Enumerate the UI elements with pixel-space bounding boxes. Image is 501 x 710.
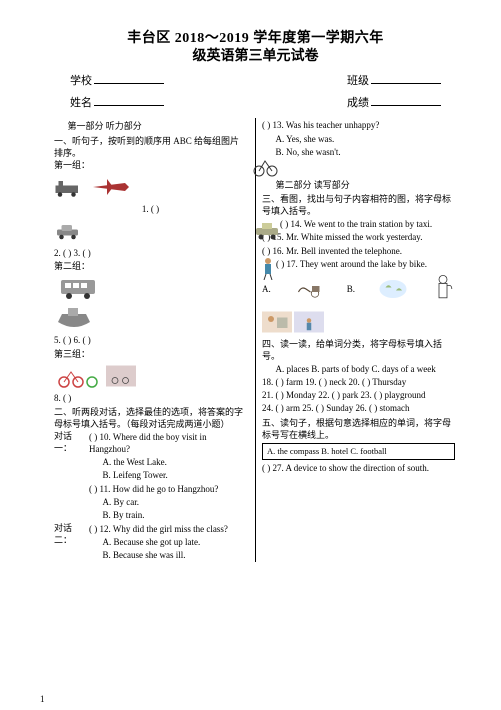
q13b: B. No, she wasn't. — [262, 146, 455, 158]
taxi-icon — [254, 220, 282, 240]
page-number: 1 — [40, 694, 45, 704]
horse-cart-icon — [294, 275, 324, 303]
lake-icon — [378, 275, 408, 303]
q10a: A. the West Lake. — [89, 456, 247, 468]
school-label: 学校 — [70, 75, 92, 87]
q11b: B. By train. — [89, 509, 247, 521]
car-icon — [54, 217, 84, 245]
g1-q1: 1. ( ) — [54, 203, 247, 215]
q17: ( ) 17. They went around the lake by bik… — [262, 258, 455, 270]
line18-20: 18. ( ) farm 19. ( ) neck 20. ( ) Thursd… — [262, 376, 455, 388]
bike-scene-icon — [106, 362, 136, 390]
q12b: B. Because she was ill. — [89, 549, 247, 561]
class-label: 班级 — [347, 75, 369, 87]
dialog1-label: 对话一： — [54, 430, 89, 522]
info-row-2: 姓名 成绩 — [70, 94, 441, 110]
score-blank[interactable] — [371, 105, 441, 106]
class-blank[interactable] — [371, 83, 441, 84]
part2-title: 第二部分 读写部分 — [262, 179, 455, 191]
line21-23: 21. ( ) Monday 22. ( ) park 23. ( ) play… — [262, 389, 455, 401]
ship-icon — [54, 304, 94, 332]
dialog2-label: 对话二： — [54, 522, 89, 562]
part1-title: 第一部分 听力部分 — [54, 120, 247, 132]
img-label-b: B. — [347, 283, 355, 295]
q14: ( ) 14. We went to the train station by … — [262, 218, 455, 230]
bike-small-icon — [252, 157, 280, 177]
q12a: A. Because she got up late. — [89, 536, 247, 548]
score-label: 成绩 — [347, 97, 369, 109]
img-label-a: A. — [262, 283, 271, 295]
sec1-instr: 一、听句子，按听到的顺序用 ABC 给每组图片排序。 — [54, 135, 247, 159]
q15: ( ) 15. Mr. White missed the work yester… — [262, 231, 455, 243]
q16: ( ) 16. Mr. Bell invented the telephone. — [262, 245, 455, 257]
school-blank[interactable] — [94, 83, 164, 84]
name-blank[interactable] — [94, 105, 164, 106]
person-icon — [258, 256, 278, 280]
q10b: B. Leifeng Tower. — [89, 469, 247, 481]
word-box: A. the compass B. hotel C. football — [262, 443, 455, 460]
sec4-instr: 四、读一读，给单词分类，将字母标号填入括号。 — [262, 338, 455, 362]
q11: ( ) 11. How did he go to Hangzhou? — [89, 483, 247, 495]
bus-icon — [54, 274, 104, 302]
g3-items: 8. ( ) — [54, 392, 247, 404]
q13a: A. Yes, she was. — [262, 133, 455, 145]
sec3-instr: 三、看图，找出与句子内容相符的图，将字母标号填入括号。 — [262, 193, 455, 217]
train-icon — [54, 173, 84, 201]
group1-label: 第一组： — [54, 159, 247, 171]
g1-q23: 2. ( ) 3. ( ) — [54, 247, 247, 259]
q13: ( ) 13. Was his teacher unhappy? — [262, 119, 455, 131]
q11a: A. By car. — [89, 496, 247, 508]
group3-label: 第三组： — [54, 348, 247, 360]
phone-man-icon — [431, 272, 455, 306]
name-label: 姓名 — [70, 97, 92, 109]
sec2-instr: 二、听两段对话，选择最佳的选项，将答案的字母标号填入括号。（每段对话完成两道小题… — [54, 406, 247, 430]
info-row-1: 学校 班级 — [70, 72, 441, 88]
q27: ( ) 27. A device to show the direction o… — [262, 462, 455, 474]
bike-group-icon — [54, 362, 104, 390]
q12: ( ) 12. Why did the girl miss the class? — [89, 523, 247, 535]
sec5-instr: 五、读句子，根据句意选择相应的单词，将字母标号写在横线上。 — [262, 417, 455, 441]
group2-label: 第二组： — [54, 260, 247, 272]
scene-d-icon — [294, 308, 324, 336]
cat-options: A. places B. parts of body C. days of a … — [262, 363, 455, 375]
exam-title: 丰台区 2018～2019 学年度第一学期六年 级英语第三单元试卷 — [50, 30, 461, 66]
scene-c-icon — [262, 308, 292, 336]
plane-icon — [86, 173, 136, 201]
q10: ( ) 10. Where did the boy visit in Hangz… — [89, 431, 247, 455]
line24-26: 24. ( ) arm 25. ( ) Sunday 26. ( ) stoma… — [262, 402, 455, 414]
g2-items: 5. ( ) 6. ( ) — [54, 334, 247, 346]
